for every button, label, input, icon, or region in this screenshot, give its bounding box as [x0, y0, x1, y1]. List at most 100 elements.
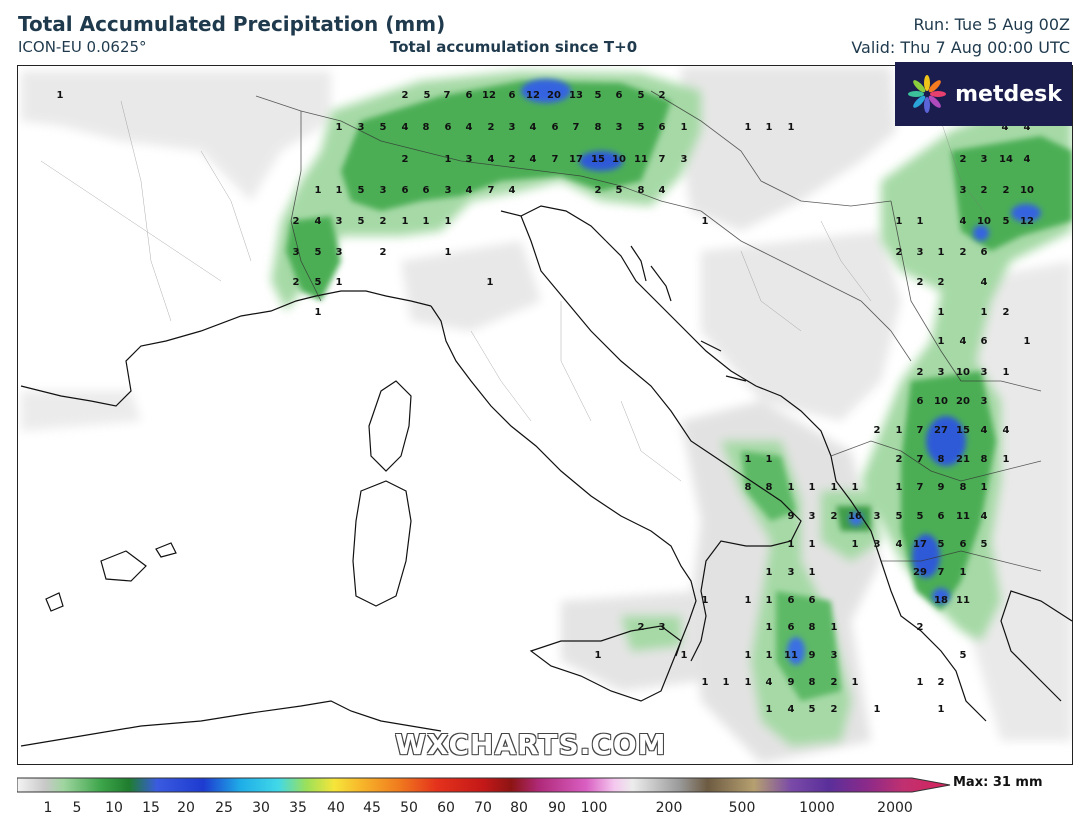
precip-value-label: 1	[959, 567, 967, 578]
precip-value-label: 8	[959, 482, 967, 493]
precip-value-label: 3	[680, 154, 688, 165]
precip-value-label: 17	[569, 154, 583, 165]
precip-value-label: 1	[744, 595, 752, 606]
legend-tick-label: 15	[142, 800, 160, 816]
precip-value-label: 1	[830, 622, 838, 633]
precip-value-label: 11	[784, 650, 798, 661]
precip-value-label: 1	[916, 216, 924, 227]
precip-value-label: 1	[701, 595, 709, 606]
precip-value-label: 1	[895, 482, 903, 493]
precip-value-label: 5	[314, 277, 322, 288]
precip-value-label: 1	[701, 216, 709, 227]
precip-value-label: 12	[526, 90, 540, 101]
precip-value-label: 6	[980, 336, 988, 347]
precip-value-label: 4	[765, 677, 773, 688]
precip-value-label: 3	[873, 511, 881, 522]
precip-value-label: 5	[937, 539, 945, 550]
metdesk-logo-text: metdesk	[955, 81, 1062, 107]
precip-value-label: 2	[830, 677, 838, 688]
precip-value-label: 13	[569, 90, 583, 101]
precip-value-label: 1	[787, 122, 795, 133]
precip-value-label: 3	[937, 367, 945, 378]
precip-value-label: 27	[934, 425, 948, 436]
precip-value-label: 5	[916, 511, 924, 522]
precip-value-label: 1	[895, 425, 903, 436]
coastlines	[20, 205, 1072, 747]
precip-value-label: 2	[980, 185, 988, 196]
country-borders	[255, 90, 1042, 572]
precip-value-label: 5	[959, 650, 967, 661]
legend-tick-label: 20	[177, 800, 195, 816]
precip-value-label: 1	[937, 704, 945, 715]
precip-value-label: 3	[808, 511, 816, 522]
precip-value-label: 1	[916, 677, 924, 688]
precip-value-label: 2	[895, 454, 903, 465]
precip-value-label: 1	[701, 677, 709, 688]
precip-value-label: 6	[787, 595, 795, 606]
precip-value-label: 8	[808, 622, 816, 633]
precip-value-label: 6	[422, 185, 430, 196]
precip-value-label: 11	[634, 154, 648, 165]
precip-value-label: 12	[1020, 216, 1034, 227]
precip-value-label: 1	[444, 216, 452, 227]
precip-value-label: 2	[379, 216, 387, 227]
precip-value-label: 1	[335, 185, 343, 196]
legend-tick-label: 50	[400, 800, 418, 816]
precip-value-label: 12	[482, 90, 496, 101]
run-time: Run: Tue 5 Aug 00Z	[913, 15, 1070, 34]
precip-value-label: 1	[335, 277, 343, 288]
precip-value-label: 4	[314, 216, 322, 227]
precip-value-label: 7	[916, 454, 924, 465]
precip-value-label: 4	[1023, 154, 1031, 165]
precip-value-label: 3	[980, 367, 988, 378]
precip-value-label: 1	[765, 622, 773, 633]
precip-value-label: 1	[680, 650, 688, 661]
precip-value-label: 20	[956, 396, 970, 407]
precip-value-label: 3	[292, 247, 300, 258]
precip-value-label: 1	[808, 482, 816, 493]
precip-value-label: 2	[379, 247, 387, 258]
precip-value-label: 1	[680, 122, 688, 133]
precip-value-label: 3	[335, 216, 343, 227]
precip-value-label: 6	[444, 122, 452, 133]
precipitation-map: 1 2 5 7 6 12 6 12 20 13 5 6 5 2 1 3 5 4 8 6 4 2 3 4 6 7 8 3 5 6 1 1 1 1 4 4…	[17, 65, 1073, 765]
precip-value-label: 1	[422, 216, 430, 227]
precip-value-label: 15	[591, 154, 605, 165]
precip-value-label: 8	[637, 185, 645, 196]
precip-value-label: 1	[744, 650, 752, 661]
wxcharts-watermark: WXCHARTS.COM	[395, 728, 667, 761]
precip-value-label: 4	[1023, 122, 1031, 133]
precip-value-label: 3	[916, 247, 924, 258]
precip-value-label: 1	[808, 539, 816, 550]
precip-value-label: 5	[895, 511, 903, 522]
precip-value-label: 3	[980, 396, 988, 407]
precip-value-label: 1	[937, 307, 945, 318]
precip-value-label: 8	[422, 122, 430, 133]
precip-value-label: 2	[937, 277, 945, 288]
precip-value-label: 2	[292, 277, 300, 288]
precip-value-label: 3	[959, 185, 967, 196]
precip-value-label: 5	[980, 539, 988, 550]
precip-value-label: 10	[1020, 185, 1034, 196]
precip-value-label: 1	[335, 122, 343, 133]
precip-value-label: 4	[508, 185, 516, 196]
precip-value-label: 4	[787, 704, 795, 715]
precip-value-label: 4	[658, 185, 666, 196]
precip-value-label: 3	[444, 185, 452, 196]
precip-value-label: 15	[956, 425, 970, 436]
precip-value-label: 1	[1002, 367, 1010, 378]
precip-value-label: 1	[937, 247, 945, 258]
legend-tick-label: 35	[289, 800, 307, 816]
chart-subtitle: Total accumulation since T+0	[390, 38, 638, 56]
legend-tick-label: 500	[728, 800, 756, 816]
legend-tick-label: 80	[510, 800, 528, 816]
precip-value-label: 5	[615, 185, 623, 196]
precip-value-label: 1	[744, 454, 752, 465]
heavy-precip-layer	[286, 81, 1072, 701]
precip-value-label: 4	[1001, 122, 1009, 133]
precip-value-label: 2	[658, 90, 666, 101]
precip-value-label: 1	[765, 454, 773, 465]
precip-value-label: 7	[916, 425, 924, 436]
precip-value-label: 2	[959, 247, 967, 258]
legend-tick-label: 40	[327, 800, 345, 816]
